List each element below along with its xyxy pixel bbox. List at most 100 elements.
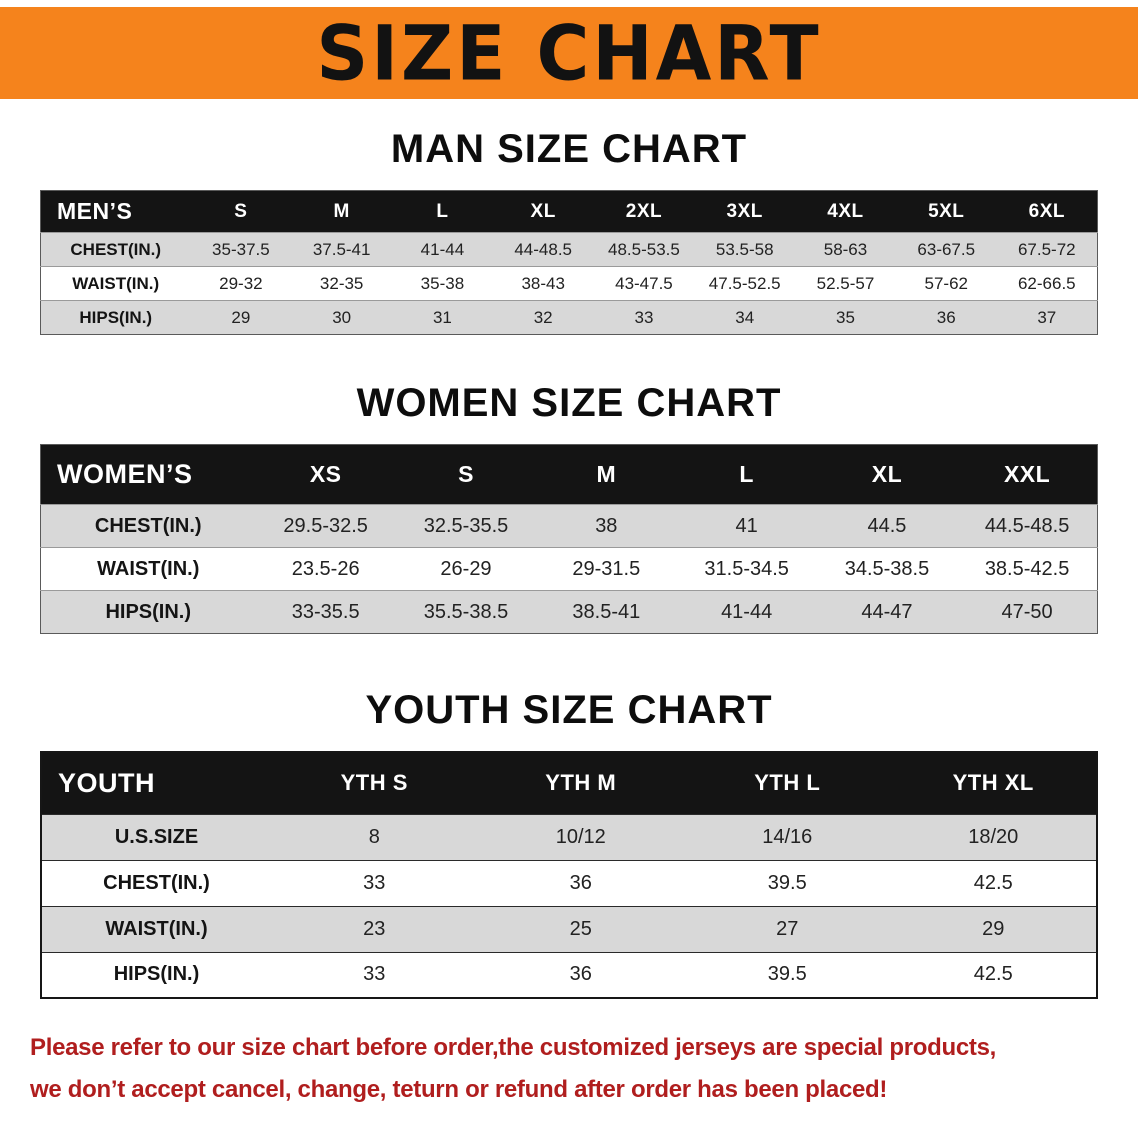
value-cell: 62-66.5 [1017, 273, 1076, 293]
value-cell: 39.5 [767, 871, 807, 894]
value-cell: 8 [368, 825, 380, 848]
measurement-row: HIPS(IN.) 29 30 31 32 33 34 35 36 37 [40, 300, 1098, 335]
value-cell: 52.5-57 [816, 273, 875, 293]
value-cell: 27 [776, 917, 799, 940]
table-title-cell: WOMEN’S [57, 459, 193, 489]
size-column-header: XXL [1003, 461, 1051, 487]
table-head: YOUTH YTH S YTH M YTH L YTH XL [41, 752, 1097, 814]
value-cell: 38.5-42.5 [984, 557, 1070, 580]
value-cell: 47-50 [1001, 600, 1053, 623]
value-cell: 34.5-38.5 [844, 557, 930, 580]
value-cell: 14/16 [762, 825, 813, 848]
women-size-table: WOMEN’S XS S M L XL XXL CHEST(IN.) 29.5-32.5 32.5… [40, 444, 1098, 634]
value-cell: 38.5-41 [572, 600, 641, 623]
row-label-cell: WAIST(IN.) [72, 273, 160, 293]
row-label-cell: CHEST(IN.) [94, 514, 202, 537]
value-cell: 10/12 [555, 825, 606, 848]
size-column-header: 5XL [928, 200, 965, 222]
youth-size-table: YOUTH YTH S YTH M YTH L YTH XL U.S.SIZE 8 10/12… [40, 751, 1098, 999]
size-column-header: L [436, 200, 449, 222]
value-cell: 42.5 [973, 871, 1013, 894]
men-section-heading: MAN SIZE CHART [390, 127, 748, 171]
value-cell: 29-32 [219, 273, 263, 293]
value-cell: 38 [595, 514, 618, 537]
row-label-cell: WAIST(IN.) [105, 917, 208, 940]
size-column-header: 4XL [827, 200, 864, 222]
value-cell: 41-44 [420, 239, 465, 259]
size-column-header: S [458, 461, 474, 487]
value-cell: 36 [936, 307, 956, 327]
women-section-heading: WOMEN SIZE CHART [356, 381, 782, 425]
size-column-header: YTH S [340, 770, 408, 796]
value-cell: 53.5-58 [715, 239, 774, 259]
value-cell: 29 [982, 917, 1005, 940]
size-column-header: 3XL [726, 200, 763, 222]
value-cell: 35-37.5 [212, 239, 270, 259]
measurement-row: WAIST(IN.) 23 25 27 29 [41, 906, 1097, 952]
size-column-header: S [234, 200, 248, 222]
disclaimer-line-1: Please refer to our size chart before or… [30, 1034, 996, 1061]
table-body: CHEST(IN.) 29.5-32.5 32.5-35.5 38 41 44.5 44.5… [40, 504, 1098, 634]
value-cell: 23 [363, 917, 386, 940]
value-cell: 29 [231, 307, 251, 327]
size-column-header: XS [309, 461, 342, 487]
size-column-header: XL [530, 200, 556, 222]
value-cell: 18/20 [968, 825, 1019, 848]
row-label-cell: HIPS(IN.) [79, 307, 153, 327]
value-cell: 47.5-52.5 [708, 273, 781, 293]
table-title-cell: YOUTH [58, 767, 155, 798]
measurement-row: CHEST(IN.) 35-37.5 37.5-41 41-44 44-48.5 48.5… [40, 232, 1098, 267]
table-head: MEN’S S M L XL 2XL 3XL 4XL 5XL 6XL [40, 190, 1098, 233]
value-cell: 35 [836, 307, 855, 327]
value-cell: 44.5-48.5 [984, 514, 1070, 537]
measurement-row: WAIST(IN.) 23.5-26 26-29 29-31.5 31.5-34.5 34… [40, 547, 1098, 591]
value-cell: 31.5-34.5 [704, 557, 789, 580]
size-column-header: 2XL [625, 200, 663, 222]
table-title-cell: MEN’S [57, 198, 133, 224]
header-row: MEN’S S M L XL 2XL 3XL 4XL 5XL 6XL [40, 190, 1098, 233]
value-cell: 48.5-53.5 [608, 239, 680, 259]
value-cell: 35.5-38.5 [423, 600, 509, 623]
value-cell: 25 [569, 917, 592, 940]
value-cell: 44-47 [861, 600, 913, 623]
value-cell: 32 [533, 307, 553, 327]
men-size-table: MEN’S S M L XL 2XL 3XL 4XL 5XL 6XL CHEST(IN.) 35-37… [40, 190, 1098, 335]
value-cell: 42.5 [973, 963, 1013, 986]
value-cell: 26-29 [440, 557, 492, 580]
men-size-section: MAN SIZE CHART MEN’S S M L XL 2XL 3XL 4XL 5XL 6XL… [0, 127, 1138, 335]
row-label-cell: WAIST(IN.) [97, 557, 200, 580]
value-cell: 34 [735, 307, 755, 327]
title-banner: SIZE CHART [0, 7, 1138, 99]
table-body: CHEST(IN.) 35-37.5 37.5-41 41-44 44-48.5 48.5… [40, 232, 1098, 335]
row-label-cell: HIPS(IN.) [113, 963, 200, 986]
measurement-row: U.S.SIZE 8 10/12 14/16 18/20 [41, 814, 1097, 860]
value-cell: 63-67.5 [917, 239, 976, 259]
value-cell: 30 [332, 307, 352, 327]
size-column-header: M [333, 200, 350, 222]
value-cell: 37.5-41 [312, 239, 371, 259]
value-cell: 29-31.5 [572, 557, 641, 580]
women-size-section: WOMEN SIZE CHART WOMEN’S XS S M L XL XXL CHEST(… [0, 381, 1138, 634]
size-column-header: YTH XL [952, 770, 1034, 796]
value-cell: 57-62 [924, 273, 968, 293]
header-row: YOUTH YTH S YTH M YTH L YTH XL [41, 752, 1097, 814]
value-cell: 36 [569, 963, 592, 986]
measurement-row: HIPS(IN.) 33-35.5 35.5-38.5 38.5-41 41-44 44-… [40, 590, 1098, 634]
youth-section-heading: YOUTH SIZE CHART [365, 688, 773, 732]
size-column-header: YTH M [545, 770, 617, 796]
value-cell: 33 [363, 963, 386, 986]
row-label-cell: U.S.SIZE [114, 825, 199, 848]
value-cell: 58-63 [823, 239, 868, 259]
youth-size-section: YOUTH SIZE CHART YOUTH YTH S YTH M YTH L YTH… [0, 688, 1138, 999]
size-column-header: 6XL [1028, 200, 1065, 222]
value-cell: 36 [569, 871, 592, 894]
header-row: WOMEN’S XS S M L XL XXL [40, 444, 1098, 505]
value-cell: 29.5-32.5 [283, 514, 368, 537]
row-label-cell: CHEST(IN.) [103, 871, 210, 894]
measurement-row: CHEST(IN.) 29.5-32.5 32.5-35.5 38 41 44.5 44.5… [40, 504, 1098, 548]
value-cell: 38-43 [521, 273, 565, 293]
size-column-header: YTH L [754, 770, 821, 796]
disclaimer-line-2: we don’t accept cancel, change, teturn o… [30, 1076, 888, 1103]
value-cell: 41 [735, 514, 758, 537]
